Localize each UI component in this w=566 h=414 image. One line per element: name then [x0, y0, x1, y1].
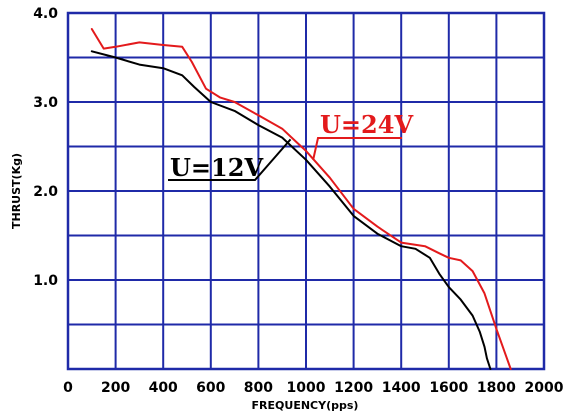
x-axis-title: FREQUENCY(pps)	[252, 399, 359, 412]
series-line	[90, 28, 512, 370]
grid	[66, 11, 546, 371]
y-tick-label: 2.0	[33, 184, 58, 200]
series-line	[90, 50, 492, 370]
y-tick-label: 3.0	[33, 95, 58, 111]
x-tick-label: 2000	[525, 380, 564, 396]
y-tick-label: 4.0	[33, 6, 58, 22]
annotation-leader-12v	[168, 138, 292, 181]
plot-border	[66, 11, 546, 371]
x-tick-label: 0	[63, 380, 73, 396]
x-tick-label: 1400	[382, 380, 421, 396]
annotation-leader-24v	[312, 137, 402, 161]
annotation-label-24v: U=24V	[320, 110, 413, 139]
x-tick-label: 1200	[334, 380, 373, 396]
annotation-label-12v: U=12V	[170, 153, 263, 182]
tick-labels: 0 200 400 600 800 1000 1200 1400 1600 1800 2000 1.0…	[33, 6, 564, 396]
x-tick-label: 200	[101, 380, 130, 396]
x-tick-label: 800	[244, 380, 273, 396]
y-tick-label: 1.0	[33, 273, 58, 289]
x-tick-label: 1800	[477, 380, 516, 396]
x-tick-label: 600	[196, 380, 225, 396]
x-tick-label: 1600	[429, 380, 468, 396]
annotations: U=12V U=24V	[168, 110, 413, 182]
y-axis-title: THRUST(Kg)	[10, 153, 23, 229]
x-tick-label: 1000	[287, 380, 326, 396]
series-layer	[90, 28, 512, 370]
x-tick-label: 400	[149, 380, 178, 396]
